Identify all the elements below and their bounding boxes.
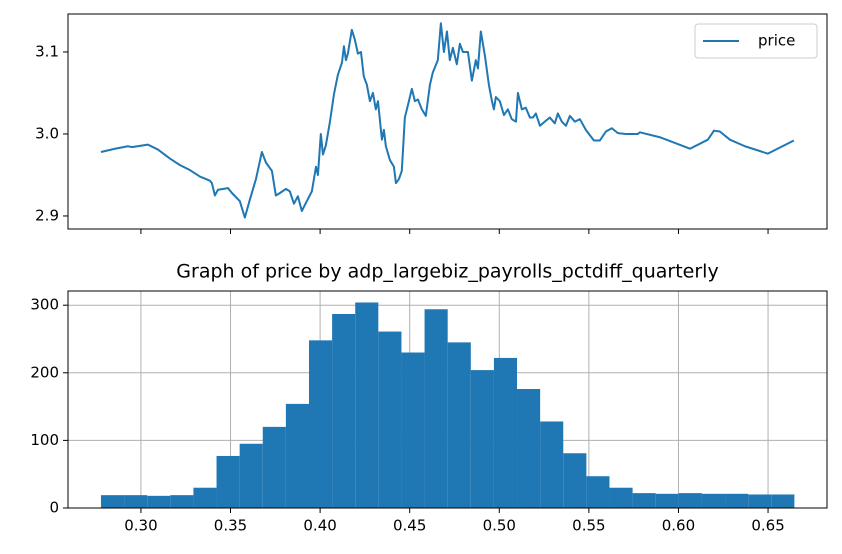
histogram-bar bbox=[517, 389, 541, 508]
histogram-bar bbox=[655, 493, 679, 508]
histogram-bar bbox=[701, 493, 726, 508]
histogram-bar bbox=[355, 302, 379, 508]
x-tick-label: 0.65 bbox=[751, 517, 784, 535]
histogram-bar bbox=[632, 493, 656, 508]
x-tick-label: 0.60 bbox=[662, 517, 695, 535]
histogram-bar bbox=[447, 342, 471, 508]
axes-frame bbox=[67, 13, 828, 230]
legend-box bbox=[694, 23, 818, 59]
histogram-bar bbox=[540, 421, 564, 508]
histogram-bar bbox=[170, 495, 194, 508]
chart-title: Graph of price by adp_largebiz_payrolls_… bbox=[176, 261, 718, 283]
histogram-bar bbox=[725, 493, 749, 508]
x-tick-label: 0.40 bbox=[303, 517, 336, 535]
histogram-bar bbox=[609, 487, 633, 508]
y-tick-label: 200 bbox=[30, 363, 59, 381]
y-tick-label: 100 bbox=[30, 431, 59, 449]
histogram-bar bbox=[401, 352, 425, 508]
histogram-bar bbox=[193, 487, 217, 508]
price-line bbox=[100, 22, 795, 219]
y-tick-label: 2.9 bbox=[35, 206, 59, 224]
histogram-bar bbox=[493, 357, 518, 508]
axes-frame bbox=[67, 290, 828, 509]
y-tick-label: 3.0 bbox=[35, 124, 59, 142]
histogram-bar bbox=[262, 426, 286, 508]
x-tick-label: 0.35 bbox=[214, 517, 247, 535]
histogram-bar bbox=[124, 495, 148, 508]
x-tick-label: 0.50 bbox=[483, 517, 516, 535]
y-tick-label: 300 bbox=[30, 296, 59, 314]
legend-label: price bbox=[758, 32, 795, 50]
histogram-bar bbox=[424, 309, 448, 508]
histogram-bar bbox=[771, 494, 795, 508]
histogram-bar bbox=[332, 313, 356, 508]
y-tick-label: 3.1 bbox=[35, 42, 59, 60]
histogram-bar bbox=[470, 370, 494, 508]
x-tick-label: 0.45 bbox=[393, 517, 426, 535]
x-tick-label: 0.55 bbox=[572, 517, 605, 535]
histogram-bar bbox=[285, 403, 309, 508]
histogram-bar bbox=[378, 331, 402, 508]
histogram-bar bbox=[147, 495, 171, 508]
histogram-bar bbox=[678, 493, 702, 508]
histogram-bar bbox=[563, 453, 587, 508]
y-tick-label: 0 bbox=[49, 499, 59, 517]
histogram-bar bbox=[308, 340, 333, 508]
histogram-bar bbox=[586, 476, 610, 508]
histogram-bar bbox=[748, 494, 772, 508]
histogram-bar bbox=[100, 495, 125, 508]
histogram-bar bbox=[216, 455, 240, 508]
x-tick-label: 0.30 bbox=[124, 517, 157, 535]
histogram-bar bbox=[239, 443, 263, 508]
